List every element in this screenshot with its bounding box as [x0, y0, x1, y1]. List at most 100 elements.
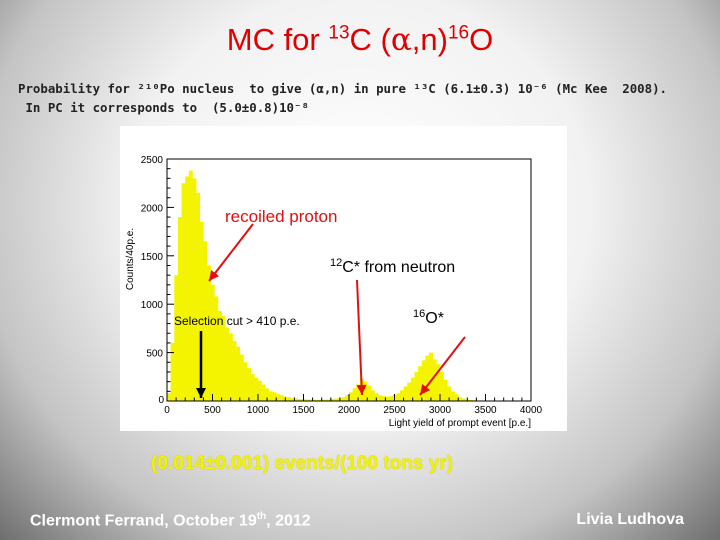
arrow-shaft: [208, 223, 254, 282]
x-tick-label: 500: [204, 405, 221, 416]
histogram-bin: [356, 384, 361, 401]
x-tick-label: 3500: [474, 405, 497, 416]
histogram-bin: [268, 391, 273, 401]
x-tick-label: 3000: [429, 405, 452, 416]
histogram-bin: [418, 366, 423, 401]
histogram-bin: [381, 396, 386, 401]
histogram-bin: [298, 399, 302, 401]
histogram-bin: [454, 394, 459, 401]
subtitle-line-2: In PC it corresponds to (5.0±0.8)10⁻⁸: [18, 100, 309, 115]
x-tick-label: 2500: [383, 405, 406, 416]
histogram-bin: [258, 380, 262, 401]
histogram-bin: [341, 397, 346, 401]
histogram-bin: [432, 359, 437, 401]
arrow-selection-cut: [196, 331, 206, 398]
footer-author: Livia Ludhova: [576, 511, 684, 528]
x-axis-label: Light yield of prompt event [p.e.]: [389, 418, 532, 429]
arrow-shaft: [356, 279, 363, 396]
histogram-bin: [203, 241, 208, 401]
histogram-bin: [185, 176, 190, 401]
histogram-bin: [239, 354, 244, 401]
histogram-bin: [436, 364, 441, 401]
histogram-bin: [210, 284, 215, 401]
histogram-bin: [181, 183, 186, 401]
histogram-bin: [327, 399, 332, 401]
histogram-bin: [308, 399, 313, 401]
histogram-bin: [207, 265, 211, 401]
histogram-bin: [170, 342, 175, 401]
y-axis-label: Counts/40p.e.: [125, 228, 136, 290]
arrow-recoiled-proton: [208, 223, 254, 282]
selection-cut-label: Selection cut > 410 p.e.: [174, 314, 300, 328]
histogram-bin: [389, 396, 393, 401]
histogram-bin: [349, 392, 353, 401]
x-tick-label: 2000: [338, 405, 361, 416]
y-tick-label: 0: [158, 395, 164, 406]
histogram-bin: [290, 398, 295, 401]
subtitle-line-1: Probability for ²¹⁰Po nucleus to give (α…: [18, 81, 668, 96]
subtitle: Probability for ²¹⁰Po nucleus to give (α…: [18, 79, 718, 117]
histogram-bin: [167, 393, 171, 401]
histogram-bin: [330, 399, 335, 401]
histogram-bin: [407, 382, 412, 401]
histogram-bin: [378, 395, 383, 401]
arrow-head: [196, 388, 206, 398]
histogram-bin: [334, 398, 339, 401]
footer-venue-date: Clermont Ferrand, October 19th, 2012: [30, 511, 311, 530]
histogram-bin: [374, 393, 379, 401]
histogram-bin: [265, 388, 270, 401]
histogram-bin: [243, 362, 248, 401]
histogram-bin: [385, 396, 390, 401]
histogram-bin: [236, 346, 241, 401]
x-tick-label: 1000: [247, 405, 270, 416]
histogram-bin: [363, 381, 368, 401]
histogram-bin: [316, 399, 321, 401]
y-tick-label: 500: [146, 349, 163, 360]
histogram-bin: [345, 395, 350, 401]
histogram-bin: [196, 192, 201, 401]
histogram-bin: [192, 178, 197, 401]
histogram-bin: [276, 394, 281, 401]
x-tick-label: 4000: [520, 405, 543, 416]
histogram-bin: [443, 379, 448, 401]
histogram-bin: [447, 386, 452, 401]
histogram-bin: [247, 368, 252, 401]
histogram-bin: [279, 395, 284, 401]
histogram-bin: [352, 388, 357, 401]
histogram-bin: [414, 371, 419, 401]
histogram-chart: 0 500 1000 1500 2000 2500 3000 3500 4000 500 1000 1…: [125, 155, 543, 429]
x-tick-label: 1500: [292, 405, 315, 416]
histogram-bin: [450, 391, 455, 401]
histogram-bin: [312, 399, 317, 401]
histogram-bin: [228, 333, 233, 401]
y-tick-label: 2500: [141, 155, 164, 166]
histogram-bin: [225, 327, 230, 401]
histogram-bin: [287, 397, 292, 401]
histogram-bin: [425, 355, 430, 401]
histogram-panel: 0 500 1000 1500 2000 2500 3000 3500 4000 500 1000 1…: [120, 126, 567, 431]
arrow-head: [356, 384, 367, 395]
histogram-bin: [429, 352, 434, 401]
x-tick-label: 0: [164, 405, 170, 416]
histogram-bin: [174, 275, 179, 401]
histogram-bin: [272, 392, 277, 401]
histogram-bin: [188, 170, 193, 401]
recoiled-proton-label: recoiled proton: [225, 207, 337, 226]
histogram-bin: [177, 217, 182, 401]
histogram-bin: [214, 296, 219, 401]
histogram-bin: [199, 221, 204, 401]
histogram-bin: [403, 386, 408, 401]
y-tick-label: 1500: [141, 252, 164, 263]
histogram-bin: [410, 377, 415, 401]
c12-label: 12C* from neutron: [330, 257, 455, 276]
y-tick-label: 1000: [141, 300, 164, 311]
slide-title: MC for 13C (α,n)16O: [226, 22, 494, 58]
histogram-bin: [458, 397, 463, 401]
histogram-bin: [440, 371, 444, 401]
arrow-head: [209, 270, 220, 281]
arrow-c12: [356, 279, 367, 396]
histogram-bin: [232, 340, 237, 401]
arrow-shaft: [419, 336, 466, 396]
arrow-o16: [419, 336, 466, 396]
histogram-bin: [305, 399, 310, 401]
